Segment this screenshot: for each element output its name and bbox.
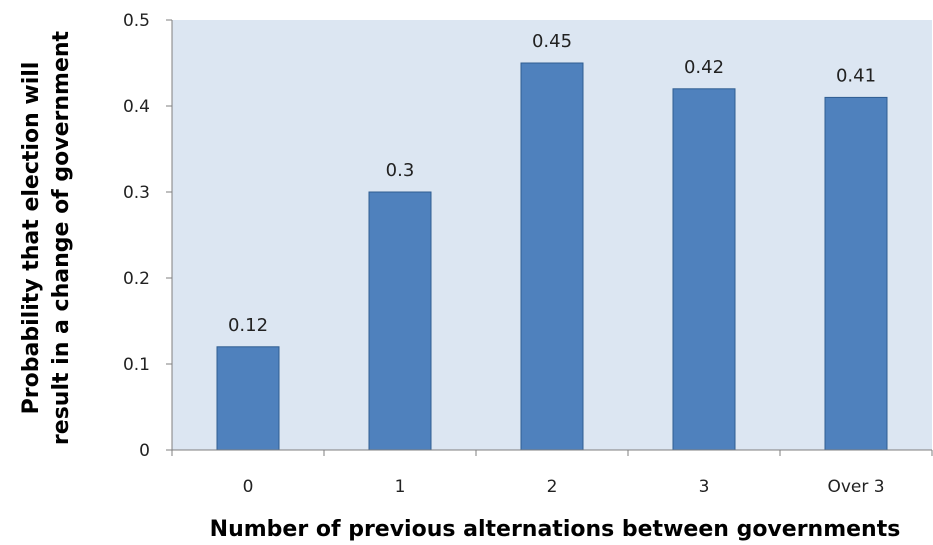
y-tick-label: 0.4	[123, 97, 150, 117]
y-tick-label: 0.1	[123, 355, 150, 375]
y-axis-title-line-1: Probability that election will	[19, 62, 44, 415]
bar-series	[216, 62, 888, 451]
x-tick-label: Over 3	[827, 477, 884, 497]
y-axis-title-line-2: result in a change of government	[49, 30, 74, 445]
x-axis: 0 1 2 3 Over 3	[171, 450, 933, 497]
bar	[520, 62, 584, 451]
bar	[672, 88, 736, 451]
x-axis-title: Number of previous alternations between …	[210, 517, 901, 542]
y-tick-label: 0.2	[123, 269, 150, 289]
x-tick-label: 1	[395, 477, 406, 497]
bar	[368, 191, 432, 451]
data-label: 0.12	[228, 315, 268, 336]
y-tick-label: 0.3	[123, 183, 150, 203]
x-tick-label: 0	[243, 477, 254, 497]
bar	[824, 96, 888, 451]
y-axis: 0 0.1 0.2 0.3 0.4 0.5	[123, 11, 172, 461]
y-tick-label: 0	[139, 441, 150, 461]
data-label: 0.45	[532, 31, 572, 52]
bar	[216, 346, 280, 451]
data-label: 0.3	[386, 160, 415, 181]
x-tick-label: 3	[699, 477, 710, 497]
y-tick-label: 0.5	[123, 11, 150, 31]
x-tick-label: 2	[547, 477, 558, 497]
data-label: 0.42	[684, 57, 724, 78]
data-labels: 0.12 0.3 0.45 0.42 0.41	[228, 31, 876, 336]
data-label: 0.41	[836, 65, 876, 86]
